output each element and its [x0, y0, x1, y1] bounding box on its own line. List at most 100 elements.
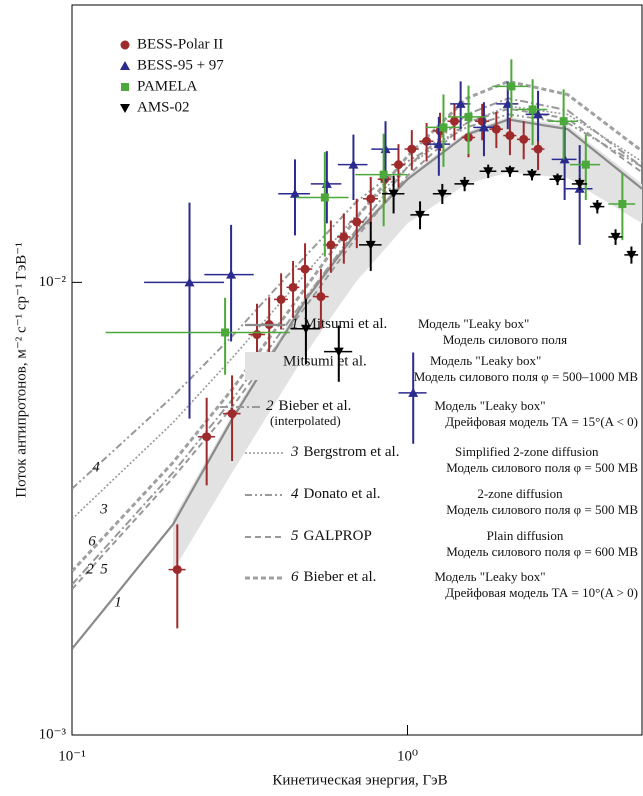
legend-label: BESS-Polar II [137, 36, 223, 52]
point [288, 282, 298, 292]
plot-area [72, 59, 642, 650]
point [455, 98, 466, 108]
point [121, 83, 129, 91]
point [439, 123, 448, 132]
point [610, 232, 621, 242]
point [477, 116, 487, 126]
point [320, 193, 329, 202]
point [388, 189, 399, 199]
legend-swatch [245, 352, 275, 380]
point [393, 160, 403, 170]
x-axis-label: Кинетическая энергия, ГэВ [272, 772, 447, 788]
point [365, 240, 376, 250]
legend-number: 3 [290, 444, 299, 460]
legend-label: 4 Donato et al. [291, 486, 381, 502]
point [333, 347, 344, 357]
legend-number: 2 [266, 398, 274, 414]
point [326, 240, 336, 250]
x-tick-label: 10⁻¹ [58, 748, 85, 764]
point [120, 40, 130, 50]
point [507, 82, 516, 91]
point [464, 112, 473, 121]
point [276, 294, 286, 304]
curve-label: 2 [86, 561, 94, 577]
legend-description: 2-zone diffusion [477, 486, 563, 501]
legend-description: Модель "Leaky box" [418, 316, 529, 331]
legend-name: Bieber et al. [279, 398, 352, 414]
point [626, 250, 637, 260]
legend-note: (interpolated) [270, 413, 341, 428]
legend-number: 5 [291, 528, 299, 544]
point [574, 179, 585, 189]
legend-label: AMS-02 [137, 99, 190, 115]
point [172, 565, 182, 575]
point [459, 179, 470, 189]
point [379, 170, 388, 179]
point [478, 122, 489, 132]
curve-label: 4 [92, 459, 100, 475]
legend-description: Дрейфовая модель ТА = 15°(A < 0) [445, 414, 638, 429]
legend-label: 1 Mitsumi et al. [291, 316, 387, 332]
point [300, 324, 311, 334]
point [505, 131, 515, 141]
point [226, 269, 237, 279]
model-band [172, 116, 642, 572]
legend-description: Модель силового поля [443, 332, 567, 347]
point [483, 167, 494, 177]
y-tick-label: 10⁻³ [39, 726, 67, 742]
point [352, 217, 362, 227]
point [581, 160, 590, 169]
legend-label: PAMELA [137, 78, 197, 94]
point [618, 199, 627, 208]
point [348, 159, 359, 169]
y-axis-label: Поток антипротонов, м⁻² с⁻¹ ср⁻¹ ГэВ⁻¹ [13, 242, 29, 497]
legend-description: Модель силового поля φ = 500 MB [446, 502, 638, 517]
legend-number: 4 [291, 486, 299, 502]
point [407, 144, 417, 154]
point [526, 170, 537, 180]
legend-description: Дрейфовая модель ТА = 10°(A > 0) [445, 585, 638, 600]
curve-label: 3 [99, 501, 108, 517]
curve-label: 1 [114, 594, 122, 610]
point [300, 264, 310, 274]
y-tick-label: 10⁻² [39, 274, 67, 290]
point [120, 104, 130, 113]
legend-description: Модель "Leaky box" [434, 569, 545, 584]
legend-label: Mitsumi et al. [283, 353, 367, 369]
point [491, 124, 501, 134]
curve-label: 6 [88, 533, 96, 549]
point [339, 232, 349, 242]
legend-description: Модель "Leaky box" [430, 353, 541, 368]
point [449, 116, 459, 126]
point [366, 194, 376, 204]
legend-label: 6 Bieber et al. [291, 569, 376, 585]
legend-name: Mitsumi et al. [304, 316, 388, 332]
legend-name: Donato et al. [304, 486, 381, 502]
point [504, 167, 515, 177]
legend-description: Plain diffusion [487, 528, 564, 543]
legend-name: Bieber et al. [304, 569, 377, 585]
point [433, 139, 444, 149]
model-curve [72, 79, 642, 573]
model-curve [72, 107, 642, 590]
point [289, 188, 300, 198]
point [559, 117, 568, 126]
curve-label: 5 [100, 561, 108, 577]
legend-label: 5 GALPROP [291, 528, 372, 544]
legend-name: Bergstrom et al. [304, 444, 400, 460]
point [184, 277, 195, 287]
point [415, 210, 426, 220]
point [221, 328, 230, 337]
point [202, 432, 212, 442]
point [502, 98, 513, 108]
point [437, 189, 448, 199]
point [519, 134, 529, 144]
legend-name: GALPROP [304, 528, 372, 544]
legend-description: Simplified 2-zone diffusion [455, 444, 599, 459]
point [227, 409, 237, 419]
point [552, 175, 563, 185]
point [252, 330, 262, 340]
legend-description: Модель силового поля φ = 500–1000 MB [414, 369, 639, 384]
legend-number: 6 [291, 569, 299, 585]
